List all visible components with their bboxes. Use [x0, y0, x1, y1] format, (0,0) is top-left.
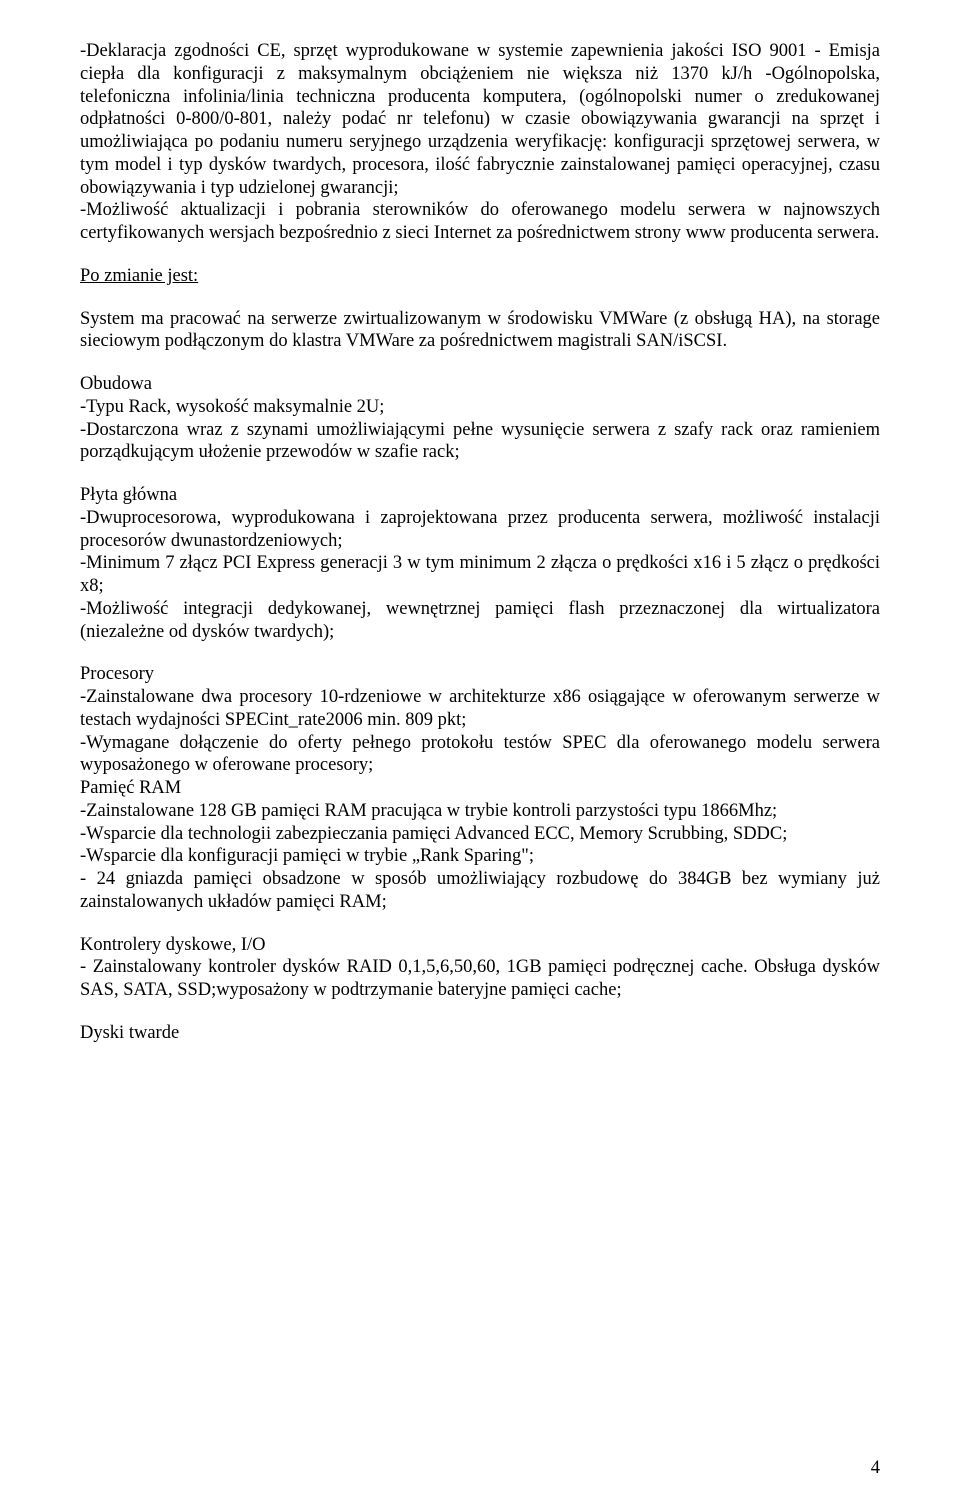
body-plyta: -Dwuprocesorowa, wyprodukowana i zaproje… — [80, 507, 880, 644]
section-procesory: Procesory -Zainstalowane dwa procesory 1… — [80, 663, 880, 913]
heading-procesory: Procesory — [80, 663, 880, 686]
section-obudowa: Obudowa -Typu Rack, wysokość maksymalnie… — [80, 373, 880, 464]
heading-plyta: Płyta główna — [80, 484, 880, 507]
section-po-zmianie: Po zmianie jest: — [80, 265, 880, 288]
heading-obudowa: Obudowa — [80, 373, 880, 396]
body-obudowa: -Typu Rack, wysokość maksymalnie 2U; -Do… — [80, 396, 880, 464]
paragraph-system: System ma pracować na serwerze zwirtuali… — [80, 308, 880, 354]
heading-dyski: Dyski twarde — [80, 1022, 880, 1045]
document-page: -Deklaracja zgodności CE, sprzęt wyprodu… — [0, 0, 960, 1509]
heading-kontrolery: Kontrolery dyskowe, I/O — [80, 934, 880, 957]
body-procesory: -Zainstalowane dwa procesory 10-rdzeniow… — [80, 686, 880, 914]
body-kontrolery: - Zainstalowany kontroler dysków RAID 0,… — [80, 956, 880, 1002]
section-kontrolery: Kontrolery dyskowe, I/O - Zainstalowany … — [80, 934, 880, 1002]
paragraph-intro-2: -Możliwość aktualizacji i pobrania stero… — [80, 199, 880, 245]
paragraph-intro-1: -Deklaracja zgodności CE, sprzęt wyprodu… — [80, 40, 880, 199]
section-plyta: Płyta główna -Dwuprocesorowa, wyprodukow… — [80, 484, 880, 643]
page-number: 4 — [871, 1458, 880, 1479]
